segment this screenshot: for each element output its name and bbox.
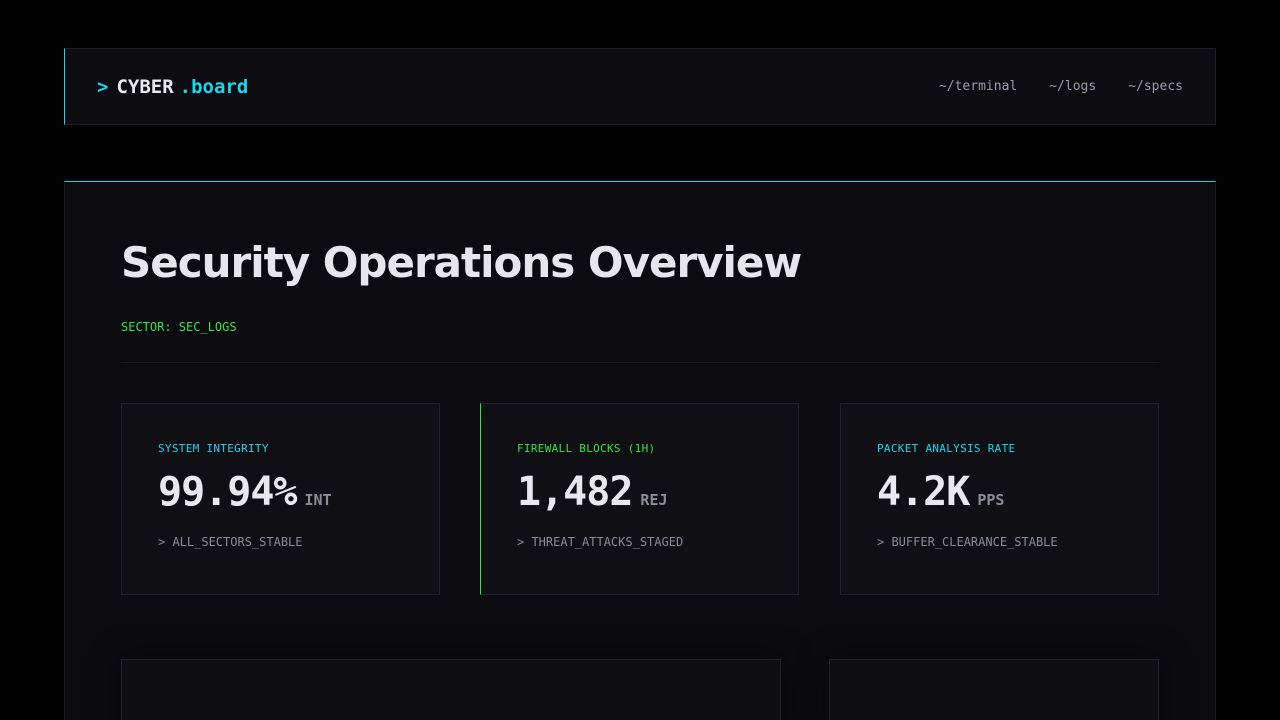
metric-value: 1,482 (517, 469, 633, 515)
brand-logo[interactable]: > CYBER .board (97, 76, 248, 98)
page-title: Security Operations Overview (121, 238, 802, 287)
metric-readout: 4.2K PPS (877, 469, 1122, 515)
metric-unit: PPS (977, 491, 1005, 509)
metric-status: > THREAT_ATTACKS_STAGED (517, 535, 684, 549)
metric-readout: 99.94% INT (158, 469, 403, 515)
brand-ext: .board (179, 75, 249, 98)
lower-panel-right (829, 659, 1159, 720)
metric-label: SYSTEM INTEGRITY (158, 442, 269, 455)
nav-link-specs[interactable]: ~/specs (1128, 79, 1183, 94)
brand-prompt: > (97, 75, 109, 98)
metric-card-firewall-blocks: FIREWALL BLOCKS (1H) 1,482 REJ > THREAT_… (480, 403, 799, 595)
nav-link-logs[interactable]: ~/logs (1049, 79, 1097, 94)
metric-card-packet-analysis: PACKET ANALYSIS RATE 4.2K PPS > BUFFER_C… (840, 403, 1159, 595)
metric-unit: INT (304, 491, 332, 509)
metric-card-system-integrity: SYSTEM INTEGRITY 99.94% INT > ALL_SECTOR… (121, 403, 440, 595)
section-divider (121, 362, 1159, 363)
metric-label: FIREWALL BLOCKS (1H) (517, 442, 656, 455)
metric-label: PACKET ANALYSIS RATE (877, 442, 1016, 455)
metric-value: 99.94% (158, 469, 297, 515)
metric-status: > BUFFER_CLEARANCE_STABLE (877, 535, 1058, 549)
metric-status: > ALL_SECTORS_STABLE (158, 535, 303, 549)
sector-label: SECTOR: SEC_LOGS (121, 320, 237, 334)
metric-value: 4.2K (877, 469, 970, 515)
main-nav: ~/terminal ~/logs ~/specs (939, 79, 1183, 94)
nav-link-terminal[interactable]: ~/terminal (938, 79, 1018, 94)
top-navbar: > CYBER .board ~/terminal ~/logs ~/specs (64, 48, 1216, 125)
overview-panel: Security Operations Overview SECTOR: SEC… (64, 181, 1216, 720)
brand-name: CYBER (116, 75, 174, 98)
lower-panel-left (121, 659, 781, 720)
metric-readout: 1,482 REJ (517, 469, 762, 515)
metric-unit: REJ (640, 491, 668, 509)
